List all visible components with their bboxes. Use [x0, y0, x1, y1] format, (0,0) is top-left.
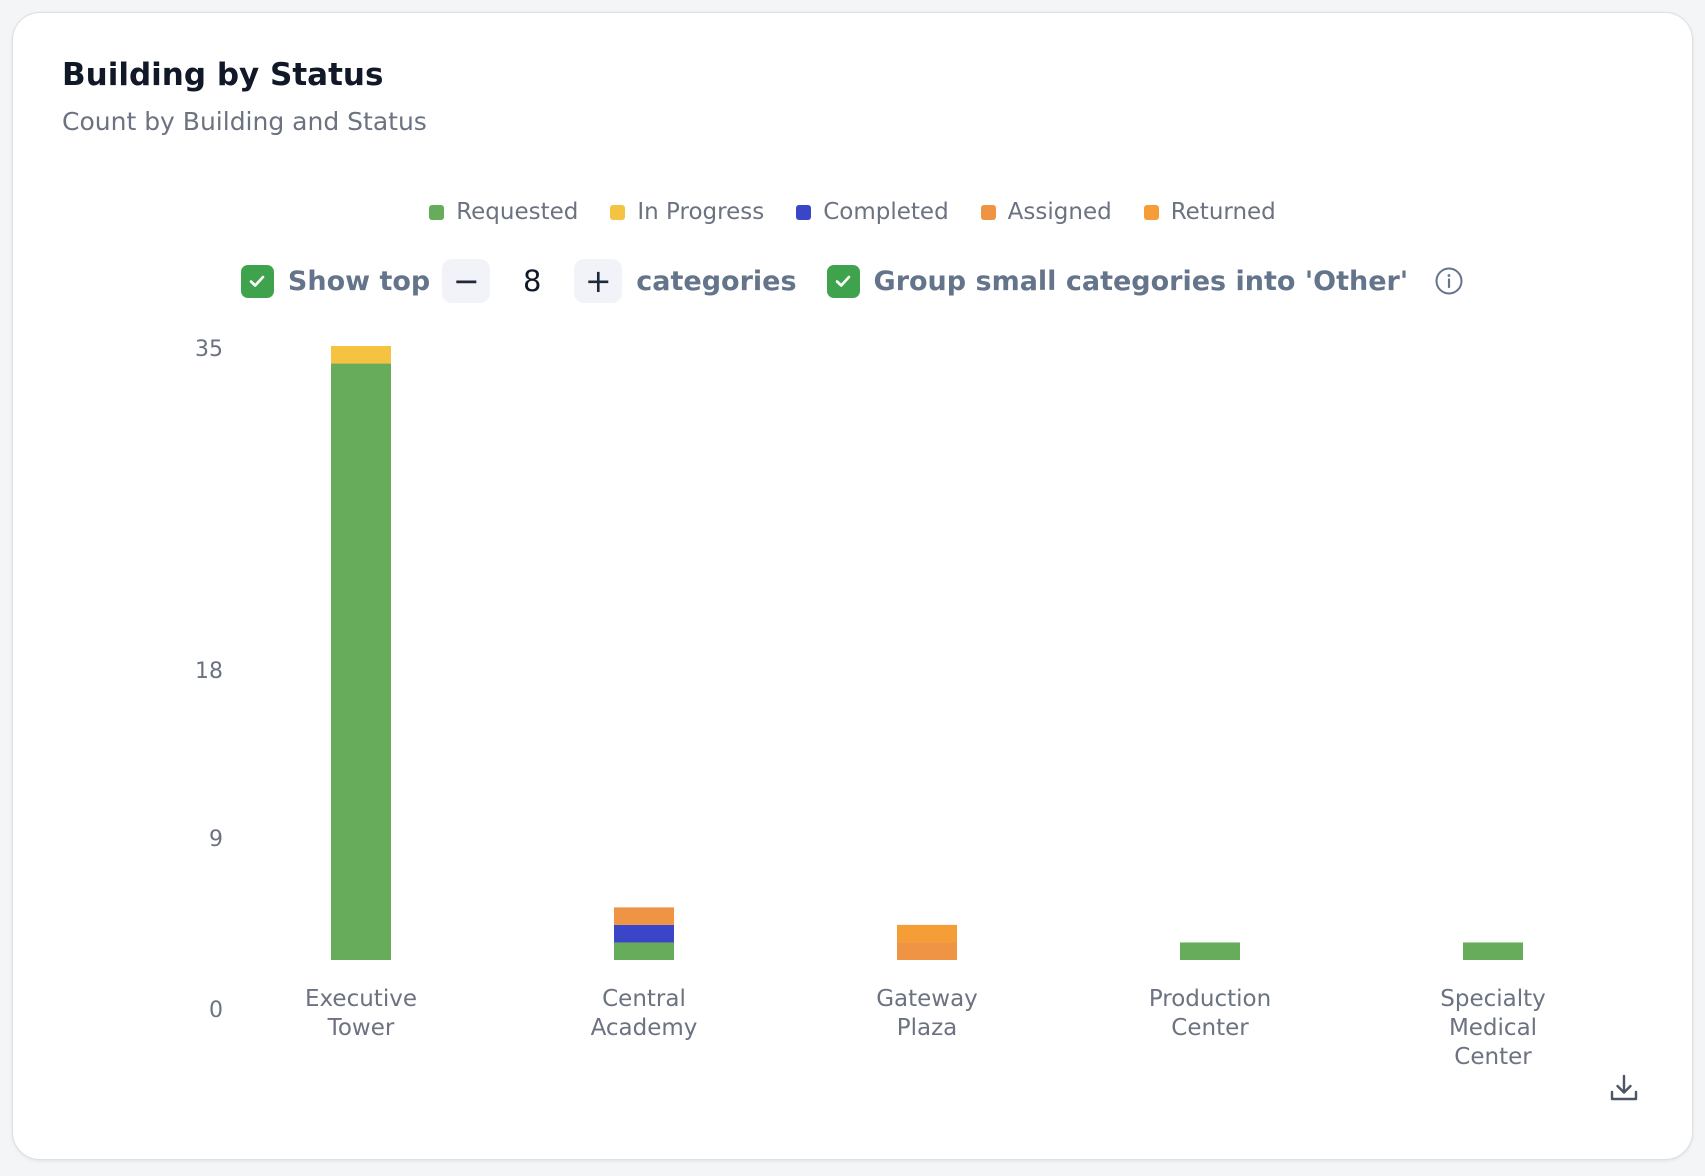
legend-item-completed[interactable]: Completed: [796, 199, 949, 225]
card-subtitle: Count by Building and Status: [62, 107, 427, 136]
legend-swatch: [429, 204, 445, 220]
legend-item-requested[interactable]: Requested: [429, 199, 578, 225]
bar-segment-assigned: [897, 942, 957, 960]
legend-label: Completed: [823, 199, 949, 225]
x-tick-label: Center: [1454, 1044, 1532, 1070]
show-top-label: Show top: [287, 265, 431, 297]
legend-swatch: [1143, 204, 1159, 220]
chart-controls: Show top − 8 + categories Group small ca…: [13, 259, 1692, 303]
legend-swatch: [980, 204, 996, 220]
checkmark-icon: [835, 275, 851, 287]
group-other-checkbox[interactable]: [826, 264, 860, 298]
download-icon[interactable]: [1607, 1071, 1641, 1109]
decrement-button[interactable]: −: [442, 259, 491, 303]
bar-segment-requested: [331, 363, 391, 960]
checkmark-icon: [250, 275, 265, 287]
bar-segment-requested: [1463, 942, 1523, 960]
increment-button[interactable]: +: [574, 259, 623, 303]
legend-item-in-progress[interactable]: In Progress: [610, 199, 764, 225]
legend-label: Requested: [456, 199, 579, 225]
legend-swatch: [610, 204, 626, 220]
card-title: Building by Status: [62, 57, 384, 93]
legend-swatch: [796, 204, 812, 220]
x-tick-label: Medical: [1449, 1015, 1537, 1041]
bar-segment-completed: [614, 924, 674, 943]
x-tick-label: Production: [1149, 986, 1271, 1012]
x-tick-label: Gateway: [876, 986, 978, 1012]
legend-label: Returned: [1170, 199, 1276, 225]
x-tick-label: Academy: [591, 1015, 698, 1041]
x-tick-label: Specialty: [1440, 986, 1546, 1012]
x-tick-label: Center: [1171, 1015, 1249, 1041]
legend-label: In Progress: [637, 199, 765, 225]
bar-segment-requested: [1180, 942, 1240, 960]
categories-label: categories: [636, 265, 797, 297]
y-tick-label: 9: [209, 827, 223, 852]
legend-label: Assigned: [1007, 199, 1112, 225]
legend-item-assigned[interactable]: Assigned: [980, 199, 1112, 225]
y-tick-label: 35: [195, 337, 223, 362]
chart-card: Building by Status Count by Building and…: [12, 12, 1693, 1160]
bar-chart: 35 18 9 0 Executive Tower Central Academy Gatewa…: [195, 337, 1546, 1070]
bar-segment-in-progress: [331, 346, 391, 364]
x-tick-label: Tower: [327, 1015, 395, 1041]
y-tick-label: 0: [209, 998, 223, 1023]
group-other-label: Group small categories into 'Other': [873, 265, 1409, 297]
x-tick-label: Central: [602, 986, 686, 1012]
bar-segment-returned: [897, 924, 957, 943]
top-n-value: 8: [523, 264, 542, 298]
bar-segment-requested: [614, 942, 674, 960]
x-tick-label: Plaza: [897, 1015, 958, 1041]
chart-legend: Requested In Progress Completed Assigned…: [13, 199, 1692, 225]
info-icon[interactable]: [1434, 266, 1464, 296]
bar-segment-assigned: [614, 907, 674, 925]
y-tick-label: 18: [195, 659, 223, 684]
x-tick-label: Executive: [305, 986, 417, 1012]
show-top-checkbox[interactable]: [240, 264, 274, 298]
legend-item-returned[interactable]: Returned: [1143, 199, 1276, 225]
